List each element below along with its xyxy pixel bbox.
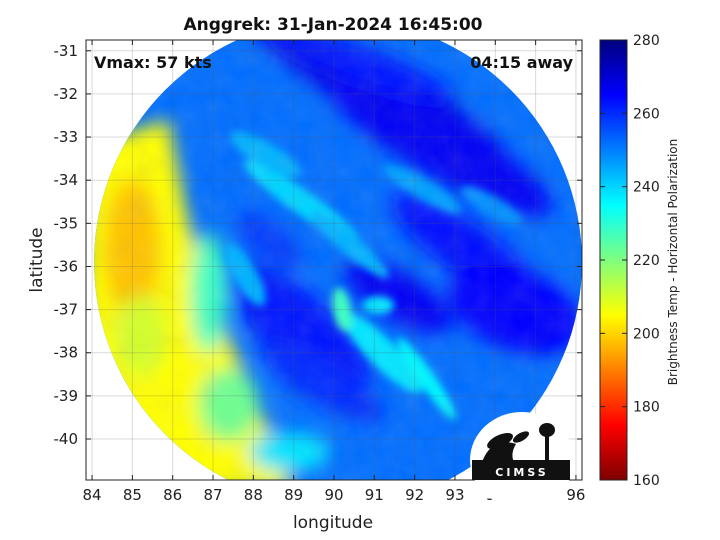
chart-title: Anggrek: 31-Jan-2024 16:45:00 <box>183 15 482 35</box>
x-tick-label: 84 <box>83 486 102 504</box>
logo-dish-icon <box>487 432 513 450</box>
y-tick-label: -33 <box>54 128 79 146</box>
grid <box>86 40 582 480</box>
plot-border <box>85 39 583 481</box>
colorbar-ticks: 160 180 200 220 240 260 280 <box>600 33 660 489</box>
colorbar-label: Brightness Temp - Horizontal Polarizatio… <box>666 139 680 386</box>
cimss-logo: CIMSS <box>470 412 574 508</box>
x-axis-label: longitude <box>293 513 373 533</box>
logo-tower-tank-icon <box>539 423 555 437</box>
away-annotation: 04:15 away <box>470 53 573 72</box>
y-tick-label: -34 <box>54 171 79 189</box>
vmax-annotation: Vmax: 57 kts <box>94 53 212 72</box>
x-tick-label: 92 <box>405 486 424 504</box>
x-tick-label: 86 <box>163 486 182 504</box>
x-tick-label: 93 <box>445 486 464 504</box>
colorbar-tick-label: 240 <box>633 180 660 196</box>
logo-tower-icon <box>545 434 549 462</box>
x-tick-label: 90 <box>324 486 343 504</box>
y-tick-label: -38 <box>54 344 79 362</box>
logo-dish-icon-2 <box>512 431 530 443</box>
x-tick-label: 91 <box>365 486 384 504</box>
logo-dome-icon <box>482 442 516 462</box>
colorbar-tick-label: 160 <box>633 473 660 489</box>
colorbar-tick-label: 260 <box>633 106 660 122</box>
x-tick-label: 85 <box>123 486 142 504</box>
y-axis-label: latitude <box>27 227 47 292</box>
y-tick-label: -37 <box>54 301 79 319</box>
x-tick-label: 88 <box>244 486 263 504</box>
y-tick-label: -31 <box>54 42 79 60</box>
y-axis-ticks: -31 -32 -33 -34 -35 -36 -37 -38 -39 -40 <box>54 42 582 448</box>
x-tick-label: 87 <box>203 486 222 504</box>
swath-texture <box>94 40 582 480</box>
y-tick-label: -40 <box>54 430 79 448</box>
y-tick-label: -35 <box>54 214 79 232</box>
colorbar-tick-label: 200 <box>633 326 660 342</box>
y-tick-label: -36 <box>54 257 79 275</box>
x-tick-label: 96 <box>566 486 585 504</box>
logo-ground <box>472 460 570 480</box>
y-tick-label: -39 <box>54 387 79 405</box>
x-tick-label: 89 <box>284 486 303 504</box>
logo-text: CIMSS <box>495 466 548 479</box>
y-tick-label: -32 <box>54 85 79 103</box>
colorbar-tick-label: 220 <box>633 253 660 269</box>
colorbar-tick-label: 280 <box>633 33 660 49</box>
swath-disk <box>94 40 582 480</box>
colorbar-tick-label: 180 <box>633 400 660 416</box>
